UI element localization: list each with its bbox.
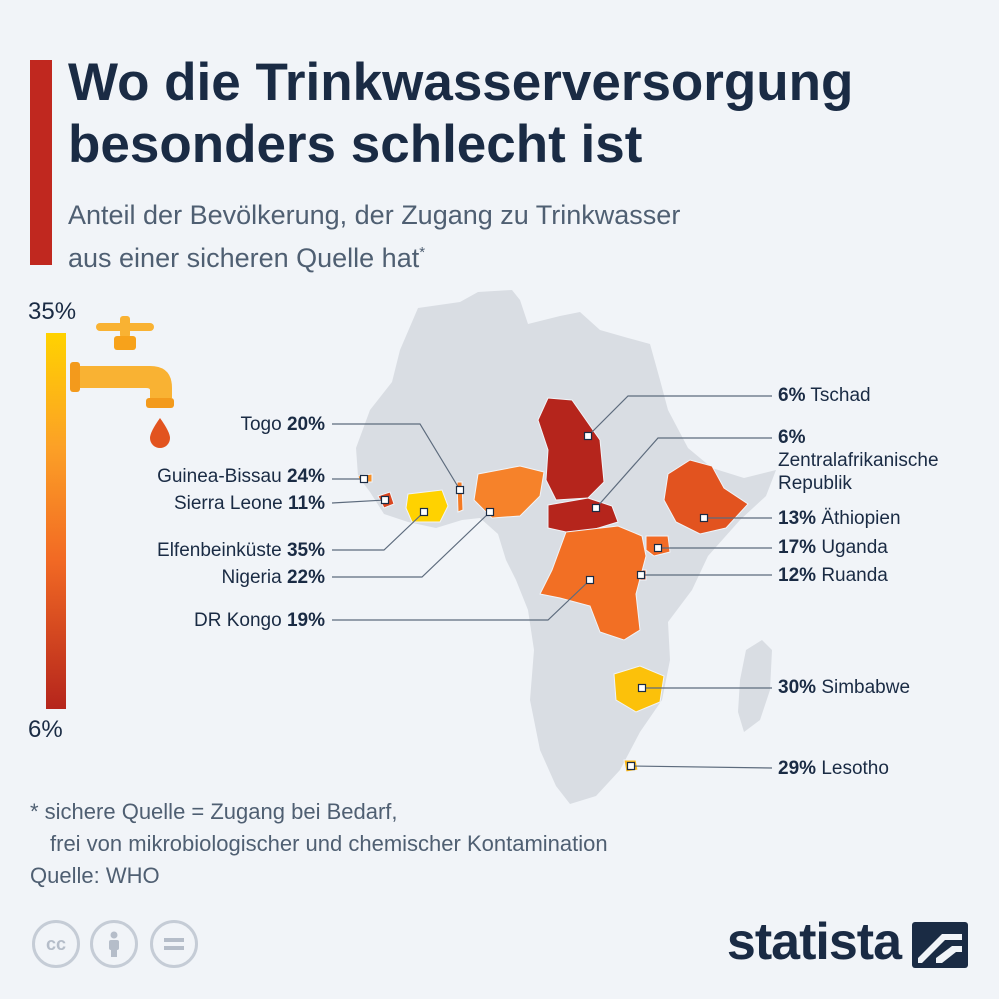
leader-line <box>595 437 772 509</box>
label-aethiopien: 13% Äthiopien <box>778 507 901 530</box>
country-marker <box>653 543 663 553</box>
legend-min-label: 6% <box>28 716 63 743</box>
shape-aethiopien <box>663 459 749 535</box>
statista-logo-text: statista <box>726 913 902 971</box>
legend-max-label: 35% <box>28 298 77 325</box>
value-ruanda: 12% <box>778 565 817 586</box>
faucet-icon <box>70 316 174 448</box>
value-tschad: 6% <box>778 385 806 406</box>
footnote-line-2: frei von mikrobiologischer und chemische… <box>50 831 608 856</box>
country-marker <box>626 761 636 771</box>
country-marker <box>419 507 429 517</box>
value-nigeria: 22% <box>286 567 325 588</box>
leader-line <box>332 511 491 578</box>
country-marker <box>359 474 369 484</box>
value-uganda: 17% <box>778 537 817 558</box>
leader-line <box>587 395 772 437</box>
shape-tschad <box>537 397 605 501</box>
leader-line <box>331 499 386 504</box>
label-zar: 6% Zentralafrikanische Republik <box>778 426 939 495</box>
label-guinea-bissau: Guinea-Bissau 24% <box>157 465 325 488</box>
subtitle-line-1: Anteil der Bevölkerung, der Zugang zu Tr… <box>68 200 681 230</box>
accent-bar <box>30 60 52 265</box>
shape-zar <box>547 497 619 533</box>
country-marker <box>636 570 646 580</box>
label-elfenbeinkueste: Elfenbeinküste 35% <box>157 539 325 562</box>
label-sierra-leone: Sierra Leone 11% <box>174 492 325 515</box>
value-togo: 20% <box>286 414 325 435</box>
country-zar-line2: Republik <box>778 473 852 494</box>
country-togo: Togo <box>240 414 282 435</box>
cc-icon: cc <box>32 920 80 968</box>
footnote-line-1: * sichere Quelle = Zugang bei Bedarf, <box>30 799 398 824</box>
leader-line <box>332 423 461 491</box>
country-elfenbeinkueste: Elfenbeinküste <box>157 540 282 561</box>
country-marker <box>637 683 647 693</box>
subtitle-marker: * <box>419 244 426 261</box>
value-guinea-bissau: 24% <box>286 466 325 487</box>
subtitle: Anteil der Bevölkerung, der Zugang zu Tr… <box>68 197 968 277</box>
leader-line <box>332 579 591 621</box>
leader-line <box>630 765 773 769</box>
label-ruanda: 12% Ruanda <box>778 564 888 587</box>
equals-icon <box>150 920 198 968</box>
country-uganda: Uganda <box>821 537 888 558</box>
value-zar: 6% <box>778 427 806 448</box>
value-sierra-leone: 11% <box>288 493 325 514</box>
shape-elfenbeinkueste <box>405 489 449 523</box>
label-tschad: 6% Tschad <box>778 384 871 407</box>
value-dr-kongo: 19% <box>286 610 325 631</box>
statista-logo-icon <box>912 922 968 968</box>
country-marker <box>591 503 601 513</box>
label-lesotho: 29% Lesotho <box>778 757 889 780</box>
country-marker <box>455 485 465 495</box>
country-marker <box>485 507 495 517</box>
country-zar-line1: Zentralafrikanische <box>778 450 939 471</box>
value-simbabwe: 30% <box>778 677 817 698</box>
country-guinea-bissau: Guinea-Bissau <box>157 466 282 487</box>
label-simbabwe: 30% Simbabwe <box>778 676 910 699</box>
country-sierra-leone: Sierra Leone <box>173 493 283 514</box>
title-line-2: besonders schlecht ist <box>68 115 643 174</box>
country-lesotho: Lesotho <box>821 758 889 779</box>
shape-nigeria <box>473 465 545 519</box>
country-tschad: Tschad <box>810 385 871 406</box>
color-scale-bar <box>46 333 66 709</box>
subtitle-line-2: aus einer sicheren Quelle hat <box>68 243 420 273</box>
title-line-1: Wo die Trinkwasserversorgung <box>68 53 854 112</box>
label-nigeria: Nigeria 22% <box>221 566 325 589</box>
country-dr-kongo: DR Kongo <box>194 610 282 631</box>
country-ruanda: Ruanda <box>821 565 888 586</box>
country-aethiopien: Äthiopien <box>821 508 901 529</box>
footnote: * sichere Quelle = Zugang bei Bedarf, fr… <box>30 796 608 860</box>
page-title: Wo die Trinkwasserversorgung besonders s… <box>68 52 988 176</box>
madagascar <box>738 640 772 732</box>
country-simbabwe: Simbabwe <box>821 677 911 698</box>
value-lesotho: 29% <box>778 758 817 779</box>
person-icon <box>90 920 138 968</box>
source: Quelle: WHO <box>30 863 160 888</box>
label-togo: Togo 20% <box>240 413 325 436</box>
value-aethiopien: 13% <box>778 508 817 529</box>
leader-line <box>332 511 425 551</box>
country-marker <box>380 495 390 505</box>
value-elfenbeinkueste: 35% <box>286 540 325 561</box>
country-marker <box>585 575 595 585</box>
country-marker <box>583 431 593 441</box>
label-dr-kongo: DR Kongo 19% <box>194 609 325 632</box>
country-nigeria: Nigeria <box>221 567 282 588</box>
country-marker <box>699 513 709 523</box>
label-uganda: 17% Uganda <box>778 536 888 559</box>
